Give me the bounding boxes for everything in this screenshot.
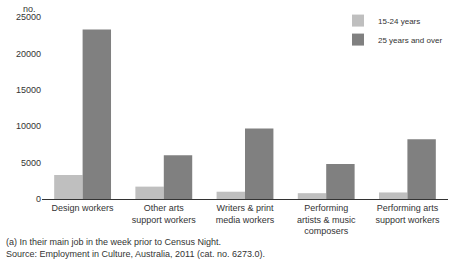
svg-text:25000: 25000 xyxy=(16,12,41,22)
svg-text:10000: 10000 xyxy=(16,121,41,131)
svg-text:Performing artssupport workers: Performing artssupport workers xyxy=(375,203,440,225)
svg-text:Other artssupport workers: Other artssupport workers xyxy=(132,203,197,225)
svg-text:no.: no. xyxy=(23,4,36,14)
svg-text:Writers & printmedia workers: Writers & printmedia workers xyxy=(216,203,275,225)
svg-text:25 years and over: 25 years and over xyxy=(378,36,442,45)
svg-text:Design workers: Design workers xyxy=(52,203,115,213)
svg-text:15000: 15000 xyxy=(16,85,41,95)
svg-text:0: 0 xyxy=(36,194,41,204)
svg-text:5000: 5000 xyxy=(21,158,41,168)
svg-text:15-24 years: 15-24 years xyxy=(378,17,420,26)
svg-text:20000: 20000 xyxy=(16,49,41,59)
svg-text:Performingartists & musiccompo: Performingartists & musiccomposers xyxy=(297,203,356,236)
svg-text:Source: Employment in Culture,: Source: Employment in Culture, Australia… xyxy=(6,249,265,259)
svg-text:(a) In their main job in the w: (a) In their main job in the week prior … xyxy=(6,237,221,247)
